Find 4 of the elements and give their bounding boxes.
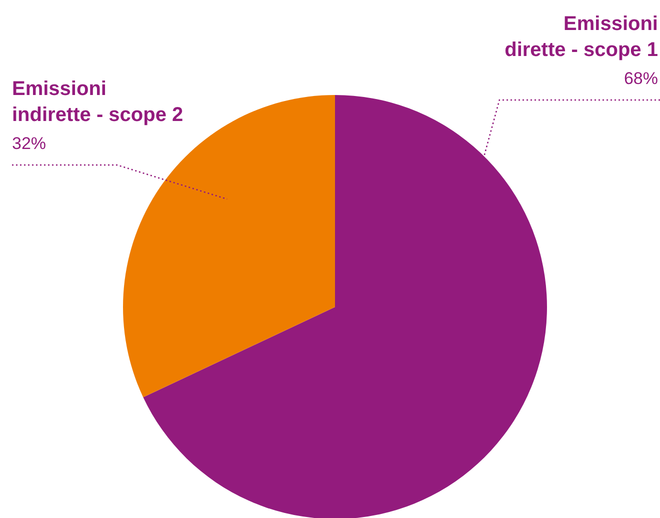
slice-label: Emissioni indirette - scope 2 — [12, 78, 184, 126]
slice-label: Emissioni dirette - scope 1 — [504, 13, 658, 61]
data-label: 68% — [624, 69, 658, 88]
data-label: 32% — [12, 134, 46, 153]
